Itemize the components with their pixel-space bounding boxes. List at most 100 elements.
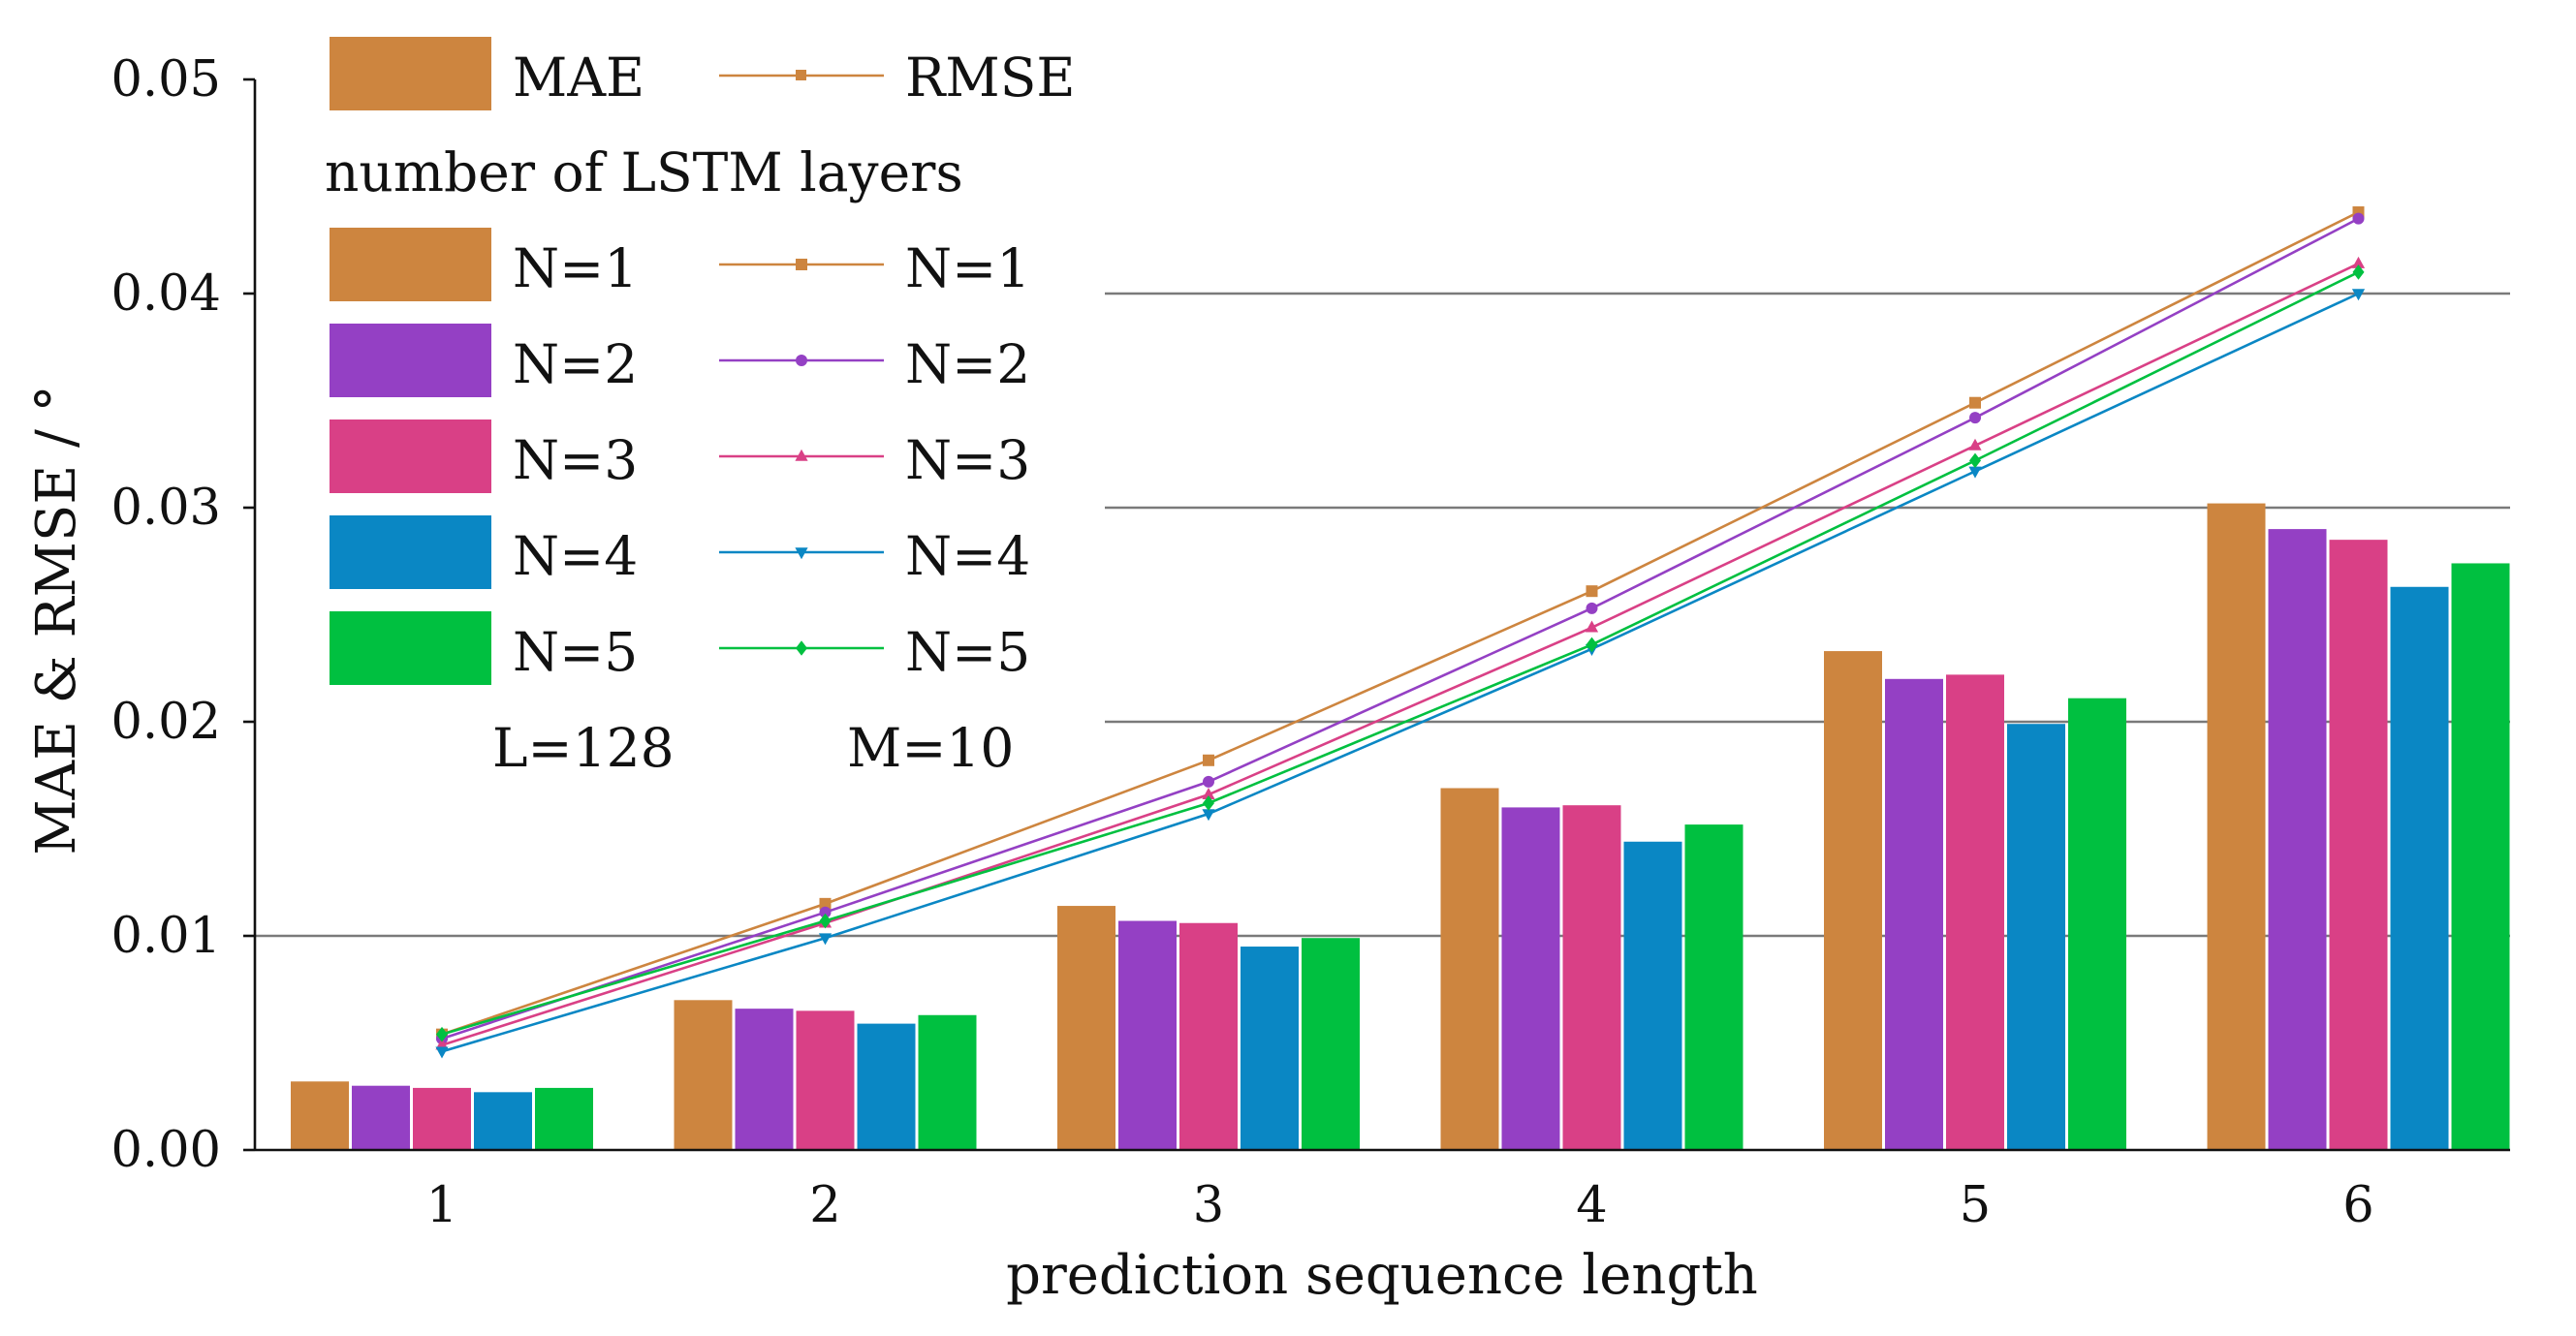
axis-layer bbox=[253, 79, 2510, 1152]
bar-mae-N=4-2 bbox=[857, 1023, 916, 1150]
bar-mae-N=1-4 bbox=[1440, 788, 1499, 1150]
bar-mae-N=2-2 bbox=[735, 1009, 794, 1150]
bar-mae-N=2-1 bbox=[352, 1085, 410, 1150]
legend-footer-left: L=128 bbox=[492, 717, 675, 779]
bar-mae-N=4-5 bbox=[2007, 724, 2065, 1150]
bar-mae-N=2-5 bbox=[1885, 678, 1943, 1150]
point-rmse-N=3-5 bbox=[1968, 438, 1982, 451]
legend-bar-swatch-N=5 bbox=[330, 611, 491, 685]
bar-layer bbox=[291, 503, 2510, 1150]
point-rmse-N=2-2 bbox=[819, 906, 832, 918]
x-axis-label: prediction sequence length bbox=[1006, 1244, 1758, 1307]
y-tick-label: 0.00 bbox=[110, 1122, 221, 1179]
line-rmse-N=2 bbox=[441, 217, 2360, 1041]
bar-mae-N=3-6 bbox=[2329, 540, 2388, 1150]
bar-mae-N=2-4 bbox=[1501, 807, 1560, 1150]
bar-mae-N=3-3 bbox=[1179, 922, 1238, 1150]
point-rmse-N=4-2 bbox=[818, 933, 832, 946]
y-axis-label: MAE & RMSE / ° bbox=[25, 385, 88, 854]
bar-mae-N=4-3 bbox=[1241, 947, 1299, 1150]
point-rmse-N=5-4 bbox=[1586, 637, 1598, 653]
point-rmse-N=5-1 bbox=[436, 1026, 448, 1042]
y-tick-label: 0.01 bbox=[110, 908, 221, 965]
point-rmse-N=1-3 bbox=[1203, 754, 1214, 766]
legend-line-label: N=5 bbox=[905, 621, 1030, 683]
legend-bar-swatch-N=2 bbox=[330, 324, 491, 397]
legend-heading: number of LSTM layers bbox=[325, 141, 963, 203]
point-rmse-N=1-4 bbox=[1586, 585, 1598, 598]
legend-rmse-label: RMSE bbox=[905, 47, 1076, 109]
point-rmse-N=2-4 bbox=[1586, 602, 1598, 614]
x-tick-label: 6 bbox=[2342, 1177, 2373, 1234]
legend-line-label: N=4 bbox=[905, 525, 1030, 587]
bar-mae-N=4-6 bbox=[2390, 586, 2449, 1150]
point-rmse-N=3-1 bbox=[435, 1038, 449, 1050]
legend-line-marker-N=1 bbox=[796, 259, 807, 270]
legend-line-marker-N=2 bbox=[796, 355, 807, 366]
bar-mae-N=4-4 bbox=[1623, 841, 1682, 1150]
tick-layer: 0.00 0.01 0.02 0.03 0.04 0.05 1 2 3 4 5 6 bbox=[110, 51, 2373, 1234]
point-rmse-N=1-5 bbox=[1969, 396, 1981, 409]
line-rmse-N=1 bbox=[441, 210, 2360, 1036]
bar-mae-N=5-1 bbox=[535, 1087, 593, 1150]
legend-line-marker-N=3 bbox=[795, 449, 808, 461]
bar-mae-N=2-6 bbox=[2268, 529, 2327, 1150]
legend-bar-swatch-N=3 bbox=[330, 419, 491, 493]
point-rmse-N=5-2 bbox=[819, 913, 832, 929]
legend-line-label: N=3 bbox=[905, 429, 1030, 491]
bar-mae-N=3-1 bbox=[413, 1087, 471, 1150]
line-rmse-N=4 bbox=[441, 292, 2360, 1053]
x-tick-label: 5 bbox=[1960, 1177, 1991, 1234]
legend-series: N=1 N=1 N=2 N=2 N=3 N=3 N=4 N=4 N=5 N=5 bbox=[330, 228, 1030, 685]
bar-mae-N=3-2 bbox=[796, 1010, 855, 1150]
bar-mae-N=5-6 bbox=[2451, 563, 2510, 1150]
legend-mae-label: MAE bbox=[513, 47, 644, 109]
legend-bar-label: N=1 bbox=[513, 237, 638, 299]
legend-footer-right: M=10 bbox=[847, 717, 1014, 779]
y-tick-label: 0.05 bbox=[110, 51, 221, 109]
legend-line-marker-N=5 bbox=[796, 640, 807, 656]
point-rmse-N=4-6 bbox=[2351, 289, 2366, 301]
bar-mae-N=5-4 bbox=[1684, 824, 1744, 1150]
legend-bar-swatch-N=1 bbox=[330, 228, 491, 301]
legend-line-label: N=2 bbox=[905, 333, 1030, 395]
point-rmse-N=4-5 bbox=[1968, 466, 1982, 479]
point-rmse-N=5-6 bbox=[2352, 264, 2365, 280]
point-rmse-N=5-5 bbox=[1969, 452, 1981, 469]
point-rmse-N=5-3 bbox=[1203, 795, 1214, 811]
point-rmse-N=4-1 bbox=[435, 1046, 449, 1059]
legend: MAE RMSE number of LSTM layers N=1 N=1 N=2… bbox=[325, 37, 1076, 779]
bar-mae-N=5-3 bbox=[1302, 938, 1360, 1150]
point-rmse-N=2-6 bbox=[2352, 212, 2365, 225]
line-rmse-N=3 bbox=[441, 262, 2360, 1046]
point-rmse-N=3-4 bbox=[1585, 620, 1599, 633]
point-rmse-N=3-3 bbox=[1202, 787, 1215, 799]
bar-mae-N=4-1 bbox=[474, 1092, 532, 1150]
y-tick-label: 0.03 bbox=[110, 480, 221, 537]
bar-mae-N=3-5 bbox=[1946, 674, 2004, 1150]
y-tick-label: 0.02 bbox=[110, 694, 221, 751]
bar-mae-N=1-1 bbox=[291, 1081, 349, 1150]
bar-mae-N=3-4 bbox=[1562, 805, 1621, 1150]
legend-bar-label: N=4 bbox=[513, 525, 638, 587]
point-rmse-N=2-3 bbox=[1203, 775, 1214, 788]
legend-bar-label: N=3 bbox=[513, 429, 638, 491]
line-layer bbox=[435, 206, 2366, 1059]
bar-mae-N=1-5 bbox=[1824, 651, 1882, 1150]
legend-mae-swatch bbox=[330, 37, 491, 110]
y-tick-label: 0.04 bbox=[110, 265, 221, 323]
x-tick-label: 3 bbox=[1193, 1177, 1224, 1234]
legend-line-marker-N=4 bbox=[795, 547, 808, 560]
bar-mae-N=1-3 bbox=[1057, 906, 1115, 1150]
x-tick-label: 4 bbox=[1576, 1177, 1607, 1234]
point-rmse-N=4-3 bbox=[1202, 809, 1215, 822]
legend-line-label: N=1 bbox=[905, 237, 1030, 299]
point-rmse-N=2-5 bbox=[1969, 412, 1981, 424]
legend-bar-label: N=5 bbox=[513, 621, 638, 683]
bar-mae-N=5-2 bbox=[918, 1014, 977, 1150]
line-rmse-N=5 bbox=[441, 270, 2360, 1036]
point-rmse-N=1-2 bbox=[819, 897, 832, 910]
x-tick-label: 2 bbox=[809, 1177, 840, 1234]
legend-bar-swatch-N=4 bbox=[330, 515, 491, 589]
